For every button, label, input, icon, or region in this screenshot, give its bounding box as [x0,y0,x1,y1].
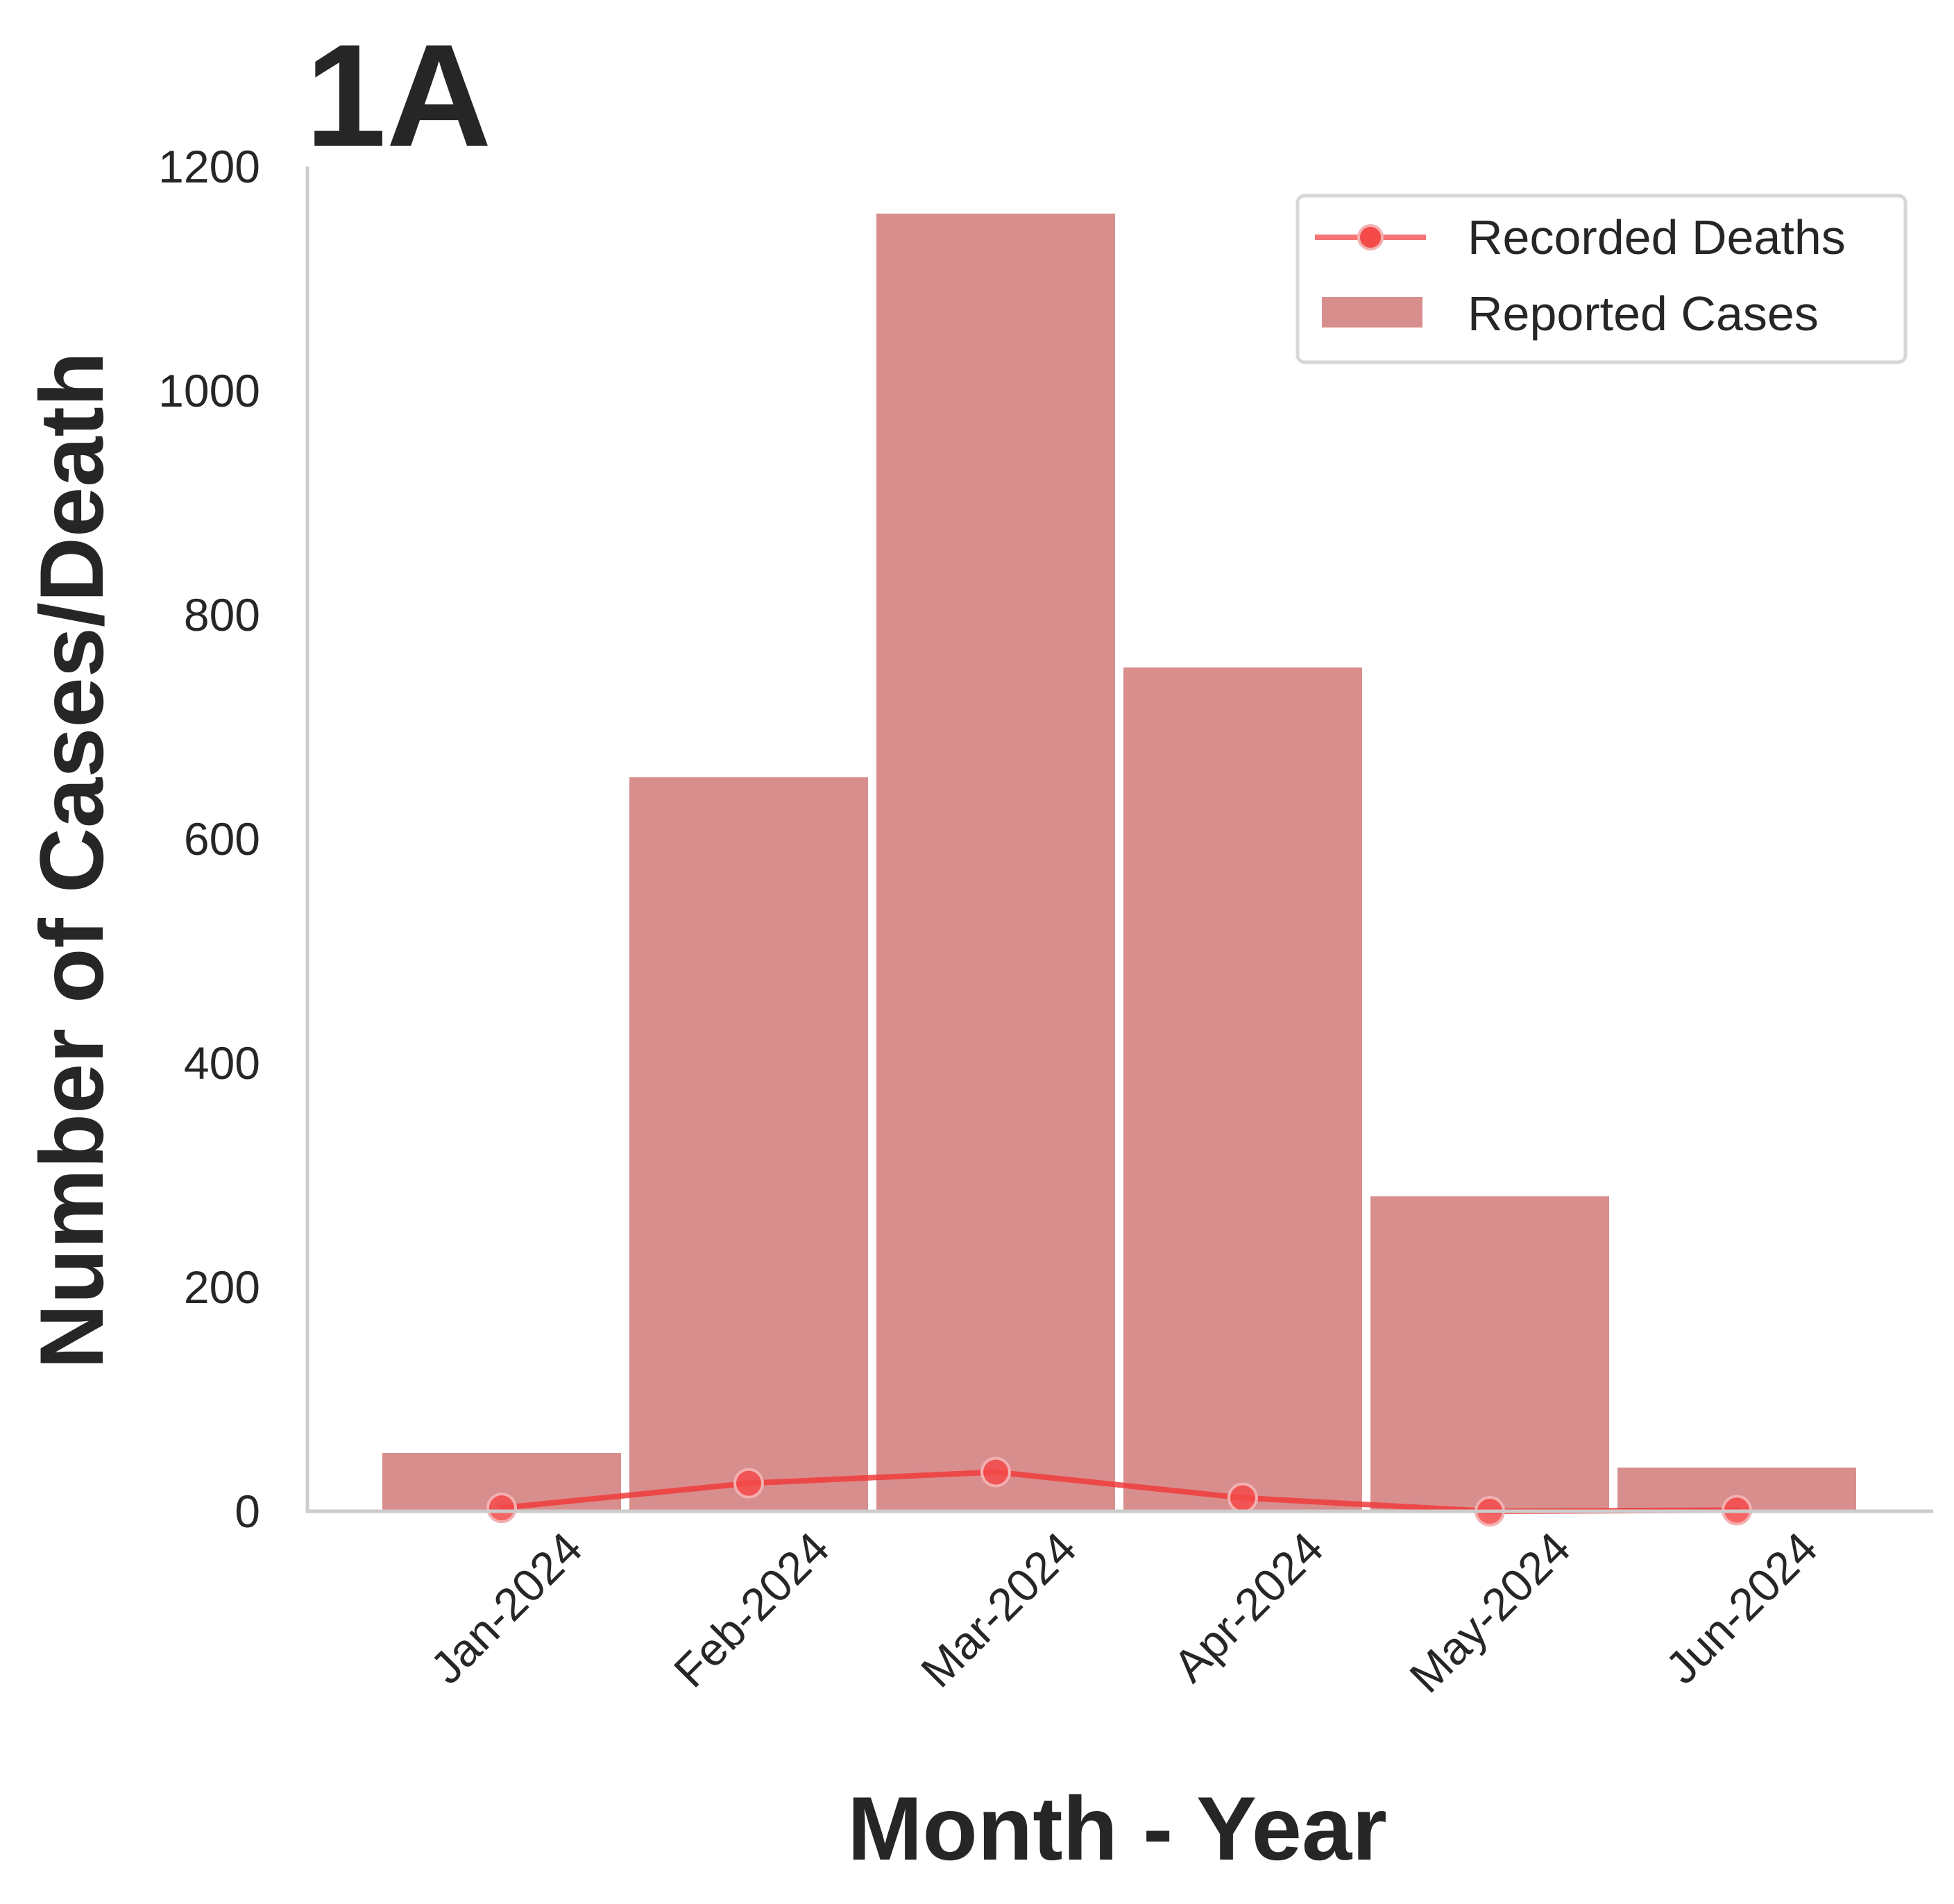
legend-cases-bar-swatch [1322,297,1422,328]
deaths-point-mar-2024 [980,1456,1011,1488]
x-tick-label: May-2024 [1400,1522,1580,1703]
y-tick-label: 1000 [158,365,260,416]
x-tick-labels: Jan-2024 Feb-2024 Mar-2024 Apr-2024 May-2024… [420,1522,1827,1703]
x-axis-title: Month - Year [847,1778,1387,1879]
deaths-point-feb-2024 [733,1468,764,1499]
x-tick-label: Feb-2024 [664,1522,839,1697]
bar-feb-2024 [629,777,868,1511]
y-tick-label: 200 [184,1261,260,1313]
y-tick-label: 1200 [158,141,260,192]
bar-mar-2024 [876,213,1115,1512]
y-tick-label: 400 [184,1037,260,1089]
deaths-point-jan-2024 [486,1493,517,1524]
panel-label: 1A [305,14,491,177]
legend: Recorded Deaths Reported Cases [1295,194,1908,364]
bar-may-2024 [1370,1196,1609,1511]
legend-frame [1295,194,1908,364]
bar-apr-2024 [1123,667,1362,1511]
deaths-point-apr-2024 [1227,1482,1258,1513]
y-tick-label: 800 [184,589,260,640]
legend-cases-label: Reported Cases [1468,287,1819,341]
y-tick-label: 0 [235,1486,260,1537]
y-tick-labels: 0 200 400 600 800 1000 1200 [158,141,260,1537]
legend-deaths-label: Recorded Deaths [1468,210,1846,264]
legend-deaths-marker-swatch [1357,224,1384,250]
deaths-line-group [486,1456,1752,1527]
x-tick-label: Jan-2024 [420,1522,592,1694]
bars-group [382,213,1856,1512]
y-tick-label: 600 [184,813,260,865]
x-tick-label: Apr-2024 [1164,1522,1333,1692]
x-tick-label: Jun-2024 [1656,1522,1827,1694]
y-axis-title: Number of Cases/Death [21,352,122,1370]
x-tick-label: Mar-2024 [911,1522,1086,1697]
